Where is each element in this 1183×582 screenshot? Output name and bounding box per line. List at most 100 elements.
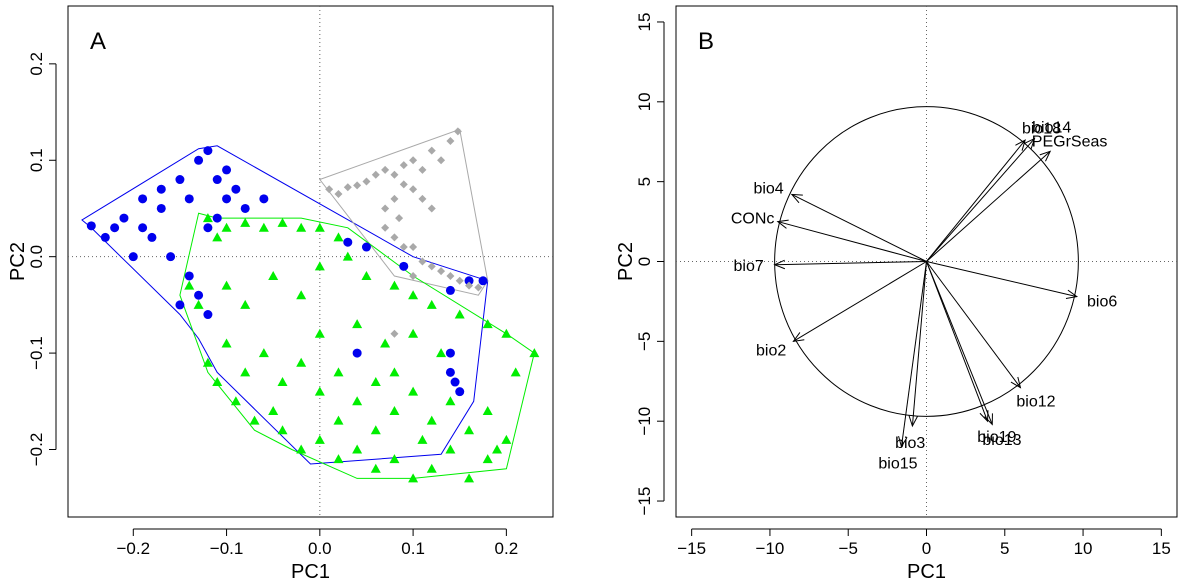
vector-label-bio4: bio4 bbox=[753, 180, 783, 197]
data-point-diamond bbox=[399, 161, 408, 170]
data-point-circle bbox=[343, 237, 353, 247]
data-point-circle bbox=[194, 155, 204, 165]
x-tick-label: 0.0 bbox=[308, 539, 332, 558]
data-point-diamond bbox=[409, 271, 418, 280]
data-point-diamond bbox=[455, 276, 464, 285]
vector-label-CONc: CONc bbox=[731, 210, 775, 227]
vector-label-PEGrSeas: PEGrSeas bbox=[1032, 134, 1108, 151]
loading-vector-bio14 bbox=[926, 138, 1035, 262]
data-point-diamond bbox=[437, 267, 446, 276]
data-point-triangle bbox=[202, 357, 213, 367]
vector-label-bio3: bio3 bbox=[895, 435, 925, 452]
data-point-circle bbox=[156, 184, 166, 194]
data-point-triangle bbox=[277, 377, 288, 387]
data-point-triangle bbox=[333, 415, 344, 425]
data-point-triangle bbox=[352, 396, 363, 406]
data-point-circle bbox=[184, 271, 194, 281]
data-point-circle bbox=[352, 348, 362, 358]
data-point-triangle bbox=[240, 217, 251, 227]
data-point-diamond bbox=[474, 283, 483, 292]
data-point-circle bbox=[147, 232, 157, 242]
data-point-circle bbox=[445, 285, 455, 295]
data-point-triangle bbox=[212, 232, 223, 242]
data-point-diamond bbox=[353, 181, 362, 190]
data-point-triangle bbox=[258, 348, 269, 358]
vector-label-bio7: bio7 bbox=[734, 258, 764, 275]
vector-label-bio19: bio19 bbox=[977, 429, 1016, 446]
x-tick-label: −15 bbox=[677, 539, 706, 558]
data-point-triangle bbox=[408, 473, 419, 483]
arrowhead-bio7 bbox=[773, 259, 786, 270]
y-tick-label: 15 bbox=[635, 13, 654, 32]
data-point-diamond bbox=[418, 165, 427, 174]
arrowhead-bio3 bbox=[908, 415, 918, 428]
data-point-diamond bbox=[325, 185, 334, 194]
data-point-circle bbox=[450, 377, 460, 387]
panel-b-biplot: −15 −10 −5 0 5 10 15 PC1 −15 −10 −5 0 5 10 15 PC2 Bbio18… bbox=[615, 5, 1178, 582]
y-tick-label: 0.0 bbox=[27, 245, 46, 269]
data-point-circle bbox=[478, 276, 488, 286]
y-tick-label: −5 bbox=[635, 332, 654, 351]
data-point-triangle bbox=[445, 396, 456, 406]
data-point-triangle bbox=[501, 434, 512, 444]
data-point-triangle bbox=[333, 454, 344, 464]
data-point-circle bbox=[259, 194, 269, 204]
data-point-triangle bbox=[314, 434, 325, 444]
data-point-triangle bbox=[277, 217, 288, 227]
x-tick-label: −0.1 bbox=[210, 539, 244, 558]
loading-vector-bio6 bbox=[926, 261, 1077, 298]
data-point-diamond bbox=[418, 194, 427, 203]
loading-vector-bio4 bbox=[791, 193, 927, 262]
data-point-triangle bbox=[454, 309, 465, 319]
data-point-triangle bbox=[258, 222, 269, 232]
data-point-triangle bbox=[212, 377, 223, 387]
x-axis-label: PC1 bbox=[291, 561, 330, 582]
data-point-diamond bbox=[399, 180, 408, 189]
data-point-diamond bbox=[395, 214, 404, 223]
y-tick-label: 5 bbox=[635, 177, 654, 186]
data-point-triangle bbox=[482, 319, 493, 329]
data-point-circle bbox=[119, 213, 129, 223]
arrowhead-bio12 bbox=[1010, 376, 1022, 389]
loading-vector-bio2 bbox=[793, 261, 927, 342]
arrowhead-bio4 bbox=[790, 193, 803, 204]
data-point-triangle bbox=[370, 377, 381, 387]
data-point-triangle bbox=[408, 328, 419, 338]
data-point-triangle bbox=[240, 367, 251, 377]
data-point-triangle bbox=[314, 222, 325, 232]
data-point-triangle bbox=[240, 299, 251, 309]
loading-vector-bio13 bbox=[926, 261, 993, 425]
data-point-circle bbox=[175, 300, 185, 310]
data-point-diamond bbox=[409, 243, 418, 252]
data-point-triangle bbox=[342, 251, 353, 261]
loading-vector-CONc bbox=[777, 221, 927, 262]
x-tick-label: −0.2 bbox=[117, 539, 151, 558]
data-point-diamond bbox=[390, 329, 399, 338]
y-tick-label: −0.1 bbox=[27, 336, 46, 370]
data-point-circle bbox=[399, 261, 409, 271]
data-point-triangle bbox=[389, 454, 400, 464]
data-point-triangle bbox=[221, 222, 232, 232]
data-point-diamond bbox=[418, 257, 427, 266]
data-point-diamond bbox=[390, 170, 399, 179]
data-point-circle bbox=[445, 348, 455, 358]
vector-label-bio2: bio2 bbox=[756, 343, 786, 360]
convex-hull-triangle bbox=[179, 212, 535, 479]
vector-label-bio13: bio13 bbox=[982, 432, 1021, 449]
y-tick-label: 0 bbox=[635, 257, 654, 266]
data-point-diamond bbox=[437, 156, 446, 165]
data-point-triangle bbox=[389, 405, 400, 415]
data-point-diamond bbox=[362, 177, 371, 186]
x-tick-label: −10 bbox=[756, 539, 785, 558]
data-point-triangle bbox=[408, 386, 419, 396]
data-point-triangle bbox=[249, 415, 260, 425]
y-axis-label: PC2 bbox=[615, 242, 637, 281]
data-point-triangle bbox=[408, 290, 419, 300]
y-tick-label: 0.2 bbox=[27, 52, 46, 76]
data-point-circle bbox=[100, 232, 110, 242]
arrowhead-bio2 bbox=[792, 332, 805, 343]
data-point-diamond bbox=[390, 233, 399, 242]
data-point-diamond bbox=[343, 183, 352, 192]
data-point-circle bbox=[194, 290, 204, 300]
x-tick-label: −5 bbox=[839, 539, 858, 558]
